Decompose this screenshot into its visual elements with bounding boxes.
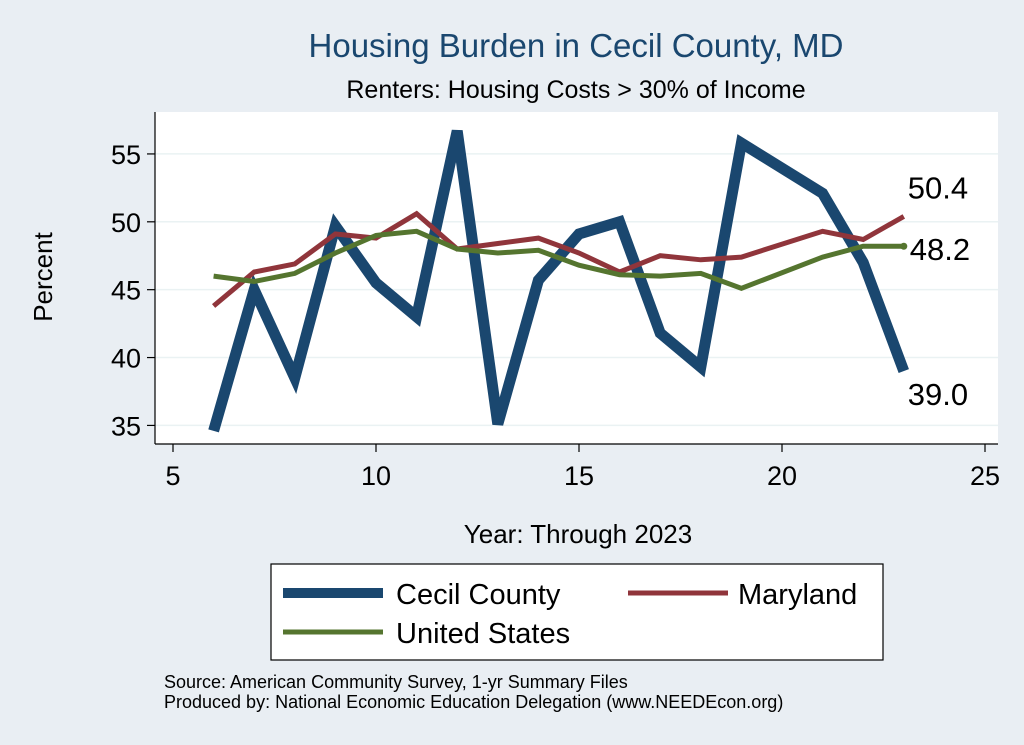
legend-box — [270, 563, 884, 661]
end-value-label: 39.0 — [908, 377, 968, 412]
x-tick-label: 20 — [767, 461, 797, 491]
chart-subtitle: Renters: Housing Costs > 30% of Income — [346, 76, 805, 104]
series-line-maryland — [211, 210, 906, 308]
chart-title: Housing Burden in Cecil County, MD — [309, 27, 844, 64]
y-tick-label: 55 — [111, 140, 141, 170]
series-layer — [208, 129, 909, 433]
y-tick-label: 35 — [111, 411, 141, 441]
legend-label-cecil-county: Cecil County — [396, 579, 561, 611]
legend: Cecil County Maryland United States — [270, 563, 884, 661]
end-value-label: 48.2 — [910, 232, 970, 267]
end-labels: 39.0 50.4 48.2 — [900, 170, 970, 412]
y-tick-label: 50 — [111, 208, 141, 238]
x-tick-label: 10 — [361, 461, 391, 491]
y-tick-label: 40 — [111, 344, 141, 374]
x-axis-label: Year: Through 2023 — [464, 519, 692, 549]
x-tick-label: 25 — [970, 461, 1000, 491]
legend-label-united-states: United States — [396, 618, 570, 650]
x-tick-label: 15 — [564, 461, 594, 491]
legend-label-maryland: Maryland — [738, 579, 857, 611]
series-line-cecil-county — [208, 129, 909, 433]
y-tick-label: 45 — [111, 276, 141, 306]
y-axis-label: Percent — [28, 231, 58, 321]
end-point-marker — [900, 242, 908, 250]
producer-note: Produced by: National Economic Education… — [164, 692, 783, 712]
x-tick-label: 5 — [165, 461, 180, 491]
source-note: Source: American Community Survey, 1-yr … — [164, 672, 628, 692]
series-line-united-states — [213, 228, 904, 291]
end-value-label: 50.4 — [908, 170, 968, 205]
